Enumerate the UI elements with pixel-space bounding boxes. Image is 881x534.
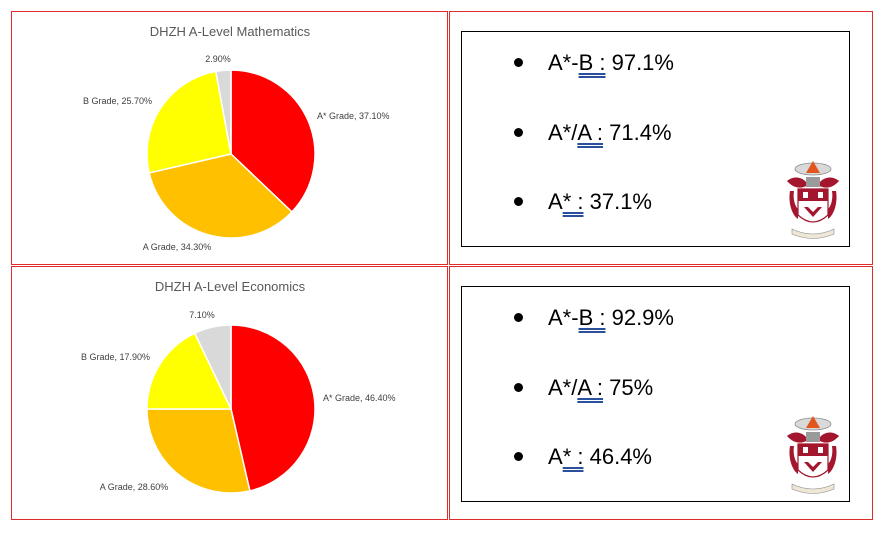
stat-grade-underlined: A :: [577, 375, 604, 400]
econ-chart-panel: DHZH A-Level Economics A* Grade, 46.40% …: [11, 266, 448, 520]
school-crest-icon: [787, 161, 839, 239]
econ-pie-chart: DHZH A-Level Economics A* Grade, 46.40% …: [81, 279, 396, 494]
chart-title: DHZH A-Level Mathematics: [150, 24, 311, 39]
stat-item-a-star-a: A*/A : 71.4%: [462, 114, 849, 154]
stat-value: 97.1%: [611, 50, 674, 75]
econ-stats-panel: A*-B : 92.9% A*/A : 75% A* : 46.4%: [449, 266, 873, 520]
stat-item-a-star-b: A*-B : 92.9%: [462, 299, 849, 339]
slice-label-b: B Grade, 17.90%: [81, 352, 150, 362]
stat-value: 46.4%: [589, 444, 652, 469]
stat-grade-underlined: * :: [562, 444, 584, 469]
slice-label-a-star: A* Grade, 46.40%: [323, 393, 396, 403]
stat-item-a-star: A* : 46.4%: [462, 438, 849, 478]
stat-grade-prefix: A*/: [548, 375, 578, 400]
school-crest-icon: [787, 416, 839, 494]
slice-label-other: 7.10%: [189, 310, 215, 320]
math-pie-chart: DHZH A-Level Mathematics A* Grade, 37.10…: [83, 24, 390, 252]
slice-label-a: A Grade, 34.30%: [143, 242, 212, 252]
stat-item-a-star-b: A*-B : 97.1%: [462, 44, 849, 84]
chart-title: DHZH A-Level Economics: [155, 279, 306, 294]
stat-grade-prefix: A: [548, 189, 563, 214]
stat-item-a-star: A* : 37.1%: [462, 183, 849, 223]
stat-grade-prefix: A*-: [548, 305, 579, 330]
stat-value: 37.1%: [589, 189, 652, 214]
slice-label-a: A Grade, 28.60%: [100, 482, 169, 492]
econ-stats-box: A*-B : 92.9% A*/A : 75% A* : 46.4%: [461, 286, 850, 502]
stat-grade-underlined: A :: [577, 120, 604, 145]
math-stats-panel: A*-B : 97.1% A*/A : 71.4% A* : 37.1%: [449, 11, 873, 265]
bullet-icon: [514, 313, 523, 322]
pie-slice-3: [193, 324, 232, 410]
stat-grade-prefix: A: [548, 444, 563, 469]
stat-grade-underlined: * :: [562, 189, 584, 214]
slice-label-b: B Grade, 25.70%: [83, 96, 152, 106]
bullet-icon: [514, 383, 523, 392]
pie-slice-1: [148, 153, 293, 239]
pie-slice-0: [230, 69, 316, 213]
bullet-icon: [514, 452, 523, 461]
math-chart-panel: DHZH A-Level Mathematics A* Grade, 37.10…: [11, 11, 448, 265]
stat-value: 71.4%: [609, 120, 672, 145]
stat-value: 92.9%: [611, 305, 674, 330]
stat-grade-prefix: A*/: [548, 120, 578, 145]
bullet-icon: [514, 197, 523, 206]
bullet-icon: [514, 128, 523, 137]
stat-item-a-star-a: A*/A : 75%: [462, 369, 849, 409]
pie-slice-1: [146, 408, 251, 494]
math-stats-box: A*-B : 97.1% A*/A : 71.4% A* : 37.1%: [461, 31, 850, 247]
pie-slice-0: [230, 324, 316, 492]
pie-slice-2: [146, 332, 233, 410]
slice-label-other: 2.90%: [205, 54, 231, 64]
stat-grade-underlined: B :: [578, 50, 606, 75]
pie-slice-3: [214, 69, 232, 155]
slice-label-a-star: A* Grade, 37.10%: [317, 111, 390, 121]
bullet-icon: [514, 58, 523, 67]
stat-value: 75%: [609, 375, 654, 400]
stat-grade-prefix: A*-: [548, 50, 579, 75]
pie-slice-2: [146, 70, 232, 174]
stat-grade-underlined: B :: [578, 305, 606, 330]
